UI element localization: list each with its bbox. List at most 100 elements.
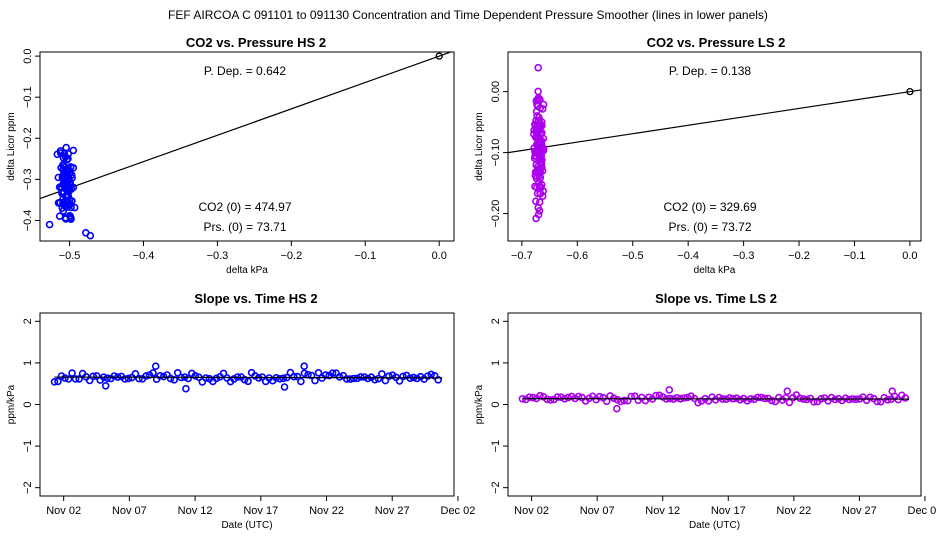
data-point bbox=[349, 374, 358, 383]
plot-frame bbox=[39, 51, 455, 242]
data-point bbox=[363, 374, 372, 383]
x-tick-label: Nov 17 bbox=[243, 505, 278, 517]
data-point bbox=[531, 152, 539, 160]
data-point bbox=[535, 182, 544, 190]
data-point bbox=[280, 383, 289, 391]
data-point bbox=[665, 386, 674, 394]
annotation: Prs. (0) = 73.72 bbox=[668, 220, 751, 234]
data-point bbox=[328, 369, 337, 378]
data-point bbox=[151, 362, 160, 371]
x-tick-label: Nov 02 bbox=[514, 505, 549, 517]
data-point bbox=[725, 394, 734, 402]
data-point bbox=[314, 368, 323, 377]
data-point bbox=[60, 163, 68, 171]
data-point bbox=[553, 393, 562, 401]
data-point bbox=[781, 393, 790, 402]
x-tick-label: Dec 02 bbox=[441, 505, 476, 517]
x-tick-label: −0.3 bbox=[733, 250, 755, 262]
panel-1: CO2 vs. Pressure HS 2 −0.5 −0.4 −0.3 −0.2 −0.… bbox=[6, 35, 455, 276]
annotation: Prs. (0) = 73.71 bbox=[203, 220, 286, 234]
origin-point bbox=[435, 52, 443, 60]
data-point bbox=[300, 362, 309, 371]
y-tick-label: 1 bbox=[22, 360, 34, 366]
y-tick-label: −0.4 bbox=[22, 210, 34, 232]
data-point bbox=[65, 200, 73, 209]
data-point bbox=[64, 150, 73, 158]
data-point bbox=[89, 372, 97, 381]
data-point bbox=[841, 394, 850, 403]
data-point bbox=[59, 154, 68, 162]
y-tick-label: −2 bbox=[490, 481, 502, 494]
data-point bbox=[783, 387, 792, 396]
x-tick-label: Nov 22 bbox=[776, 505, 811, 517]
data-point bbox=[399, 372, 407, 381]
y-tick-label: −1 bbox=[490, 440, 502, 453]
data-point bbox=[156, 371, 164, 380]
y-tick-label: 0.0 bbox=[22, 48, 34, 63]
data-point bbox=[525, 393, 534, 402]
panels: CO2 vs. Pressure HS 2 −0.5 −0.4 −0.3 −0.2 −0.… bbox=[6, 35, 936, 531]
panel-3: Slope vs. Time HS 2 Nov 02 Nov 07 Nov 12 Nov… bbox=[6, 291, 475, 531]
x-tick-label: −0.1 bbox=[844, 250, 866, 262]
y-tick-label: 0.00 bbox=[490, 81, 502, 102]
plot-frame bbox=[39, 312, 455, 497]
annotation: P. Dep. = 0.642 bbox=[204, 64, 287, 78]
y-tick-label: −0.20 bbox=[490, 200, 502, 228]
data-point bbox=[219, 369, 228, 378]
plot-area bbox=[40, 52, 453, 240]
data-point bbox=[360, 373, 369, 381]
data-point bbox=[61, 213, 70, 222]
data-point bbox=[69, 164, 78, 172]
x-tick-label: −0.4 bbox=[133, 250, 155, 262]
data-point bbox=[564, 393, 572, 402]
data-point bbox=[866, 393, 874, 402]
y-axis-label: delta Licor ppm bbox=[474, 112, 485, 180]
panel-2: CO2 vs. Pressure LS 2 −0.7 −0.6 −0.5 −0.4 −0.… bbox=[474, 35, 922, 276]
data-point bbox=[537, 159, 546, 167]
data-point bbox=[888, 387, 897, 396]
data-point bbox=[182, 384, 190, 393]
x-tick-label: Nov 07 bbox=[580, 505, 615, 517]
data-point bbox=[64, 375, 73, 383]
data-point bbox=[70, 203, 79, 212]
data-point bbox=[54, 377, 62, 386]
data-point bbox=[184, 374, 192, 383]
y-tick-label: 2 bbox=[490, 318, 502, 324]
data-point bbox=[110, 372, 119, 380]
fit-line bbox=[40, 52, 453, 200]
data-point bbox=[62, 178, 70, 187]
data-point bbox=[68, 369, 76, 377]
data-point bbox=[293, 372, 302, 381]
y-tick-label: 0 bbox=[490, 401, 502, 407]
x-tick-label: −0.7 bbox=[511, 250, 533, 262]
data-point bbox=[736, 395, 745, 404]
origin-point bbox=[906, 87, 914, 96]
x-tick-label: 0.0 bbox=[902, 250, 917, 262]
figure-suptitle: FEF AIRCOA C 091101 to 091130 Concentrat… bbox=[168, 8, 768, 22]
data-point bbox=[532, 147, 541, 156]
x-axis-label: Date (UTC) bbox=[689, 520, 740, 531]
data-point bbox=[202, 374, 210, 382]
data-point bbox=[275, 374, 284, 383]
data-point bbox=[535, 207, 544, 215]
data-point bbox=[64, 187, 73, 196]
panel-title: Slope vs. Time HS 2 bbox=[194, 291, 317, 306]
data-point bbox=[529, 393, 537, 402]
x-tick-label: −0.6 bbox=[566, 250, 588, 262]
data-point bbox=[61, 374, 69, 382]
data-point bbox=[212, 374, 221, 383]
x-axis-label: delta kPa bbox=[694, 265, 736, 276]
x-tick-label: Nov 27 bbox=[842, 505, 877, 517]
panel-title: CO2 vs. Pressure HS 2 bbox=[186, 35, 326, 50]
data-point bbox=[191, 371, 200, 380]
data-point bbox=[124, 374, 133, 383]
data-point bbox=[166, 374, 175, 383]
x-tick-label: 0.0 bbox=[432, 250, 447, 262]
data-point bbox=[612, 404, 621, 413]
x-tick-label: −0.4 bbox=[677, 250, 699, 262]
data-point bbox=[374, 374, 383, 383]
plot-area bbox=[518, 386, 910, 413]
plot-frame bbox=[507, 312, 922, 497]
data-point bbox=[103, 374, 112, 383]
